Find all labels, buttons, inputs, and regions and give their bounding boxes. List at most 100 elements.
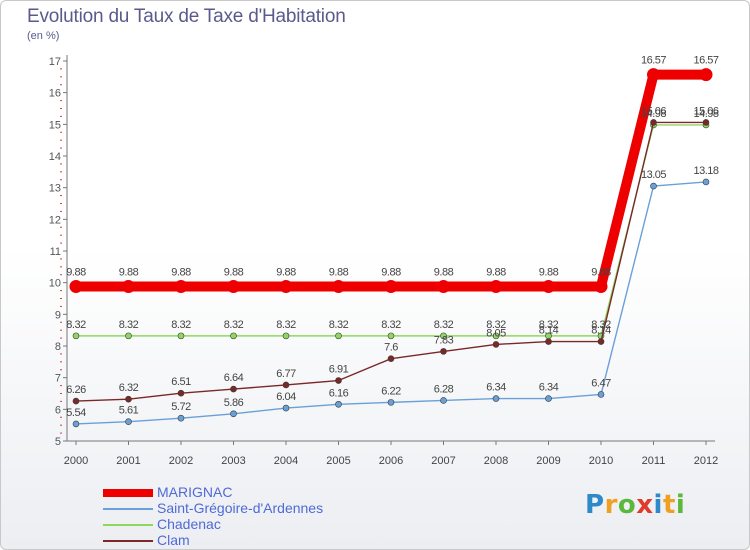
- data-point: [282, 332, 290, 340]
- data-label: 6.28: [434, 383, 454, 395]
- data-point: [702, 119, 710, 126]
- data-point: [230, 385, 237, 393]
- y-tick-label: 12: [49, 214, 61, 226]
- data-label: 8.05: [486, 327, 506, 339]
- data-point: [440, 332, 447, 340]
- data-label: 16.57: [693, 55, 718, 67]
- data-label: 15.06: [641, 105, 666, 117]
- logo-letter: i: [675, 490, 686, 520]
- data-label: 9.88: [66, 266, 86, 278]
- y-tick-label: 6: [55, 404, 61, 416]
- y-tick-label: 7: [55, 373, 61, 385]
- chart-axes: 5 6 7 8 9 10 11 12 13 14 15 16 17 2000 2001 2002 2003 200…: [49, 55, 718, 467]
- data-label: 8.14: [539, 325, 559, 337]
- data-point: [545, 338, 552, 345]
- data-point: [227, 279, 240, 293]
- x-tick-label: 2009: [536, 455, 560, 467]
- data-point: [542, 279, 555, 293]
- data-point: [492, 332, 500, 340]
- y-tick-label: 11: [50, 246, 61, 258]
- data-point: [332, 279, 345, 293]
- data-label: 8.32: [276, 319, 296, 331]
- data-label: 6.51: [171, 376, 191, 388]
- legend-swatch: [103, 524, 153, 526]
- legend-swatch: [103, 540, 153, 542]
- data-label: 8.32: [591, 319, 611, 331]
- legend-item: Clam: [103, 532, 423, 549]
- x-tick-label: 2004: [274, 455, 298, 467]
- y-tick-label: 15: [49, 119, 61, 131]
- data-point: [177, 332, 185, 340]
- legend-item: MARIGNAC: [103, 484, 423, 501]
- data-point: [72, 420, 80, 428]
- data-point: [335, 332, 342, 340]
- data-label: 8.32: [171, 319, 191, 331]
- legend-item: Chadenac: [103, 516, 423, 533]
- data-label: 14.98: [641, 108, 666, 120]
- data-point: [177, 414, 185, 422]
- y-tick-label: 13: [49, 183, 61, 195]
- x-tick-label: 2008: [484, 455, 508, 467]
- data-point: [72, 397, 80, 405]
- data-point: [702, 178, 710, 186]
- data-label: 9.88: [171, 266, 191, 278]
- data-label: 8.32: [224, 319, 244, 331]
- data-label: 5.54: [66, 407, 86, 419]
- data-point: [597, 338, 605, 345]
- data-label: 8.32: [119, 319, 139, 331]
- data-label: 9.88: [381, 266, 401, 278]
- y-axis-unit: (en %): [27, 30, 60, 42]
- data-point: [282, 381, 290, 389]
- y-tick-label: 9: [55, 309, 61, 321]
- data-point: [282, 404, 290, 412]
- data-point: [177, 389, 185, 397]
- data-label: 6.34: [539, 382, 559, 394]
- data-point: [440, 397, 447, 404]
- legend-swatch: [103, 489, 153, 497]
- data-point: [125, 395, 132, 403]
- data-label: 16.57: [641, 55, 666, 67]
- data-point: [387, 355, 395, 362]
- logo-letter: P: [585, 490, 605, 520]
- data-label: 9.88: [434, 266, 454, 278]
- data-label: 8.32: [539, 319, 559, 331]
- y-tick-label: 5: [55, 436, 61, 448]
- logo-letter: o: [617, 490, 637, 520]
- data-label: 7.83: [434, 334, 454, 346]
- y-tick-label: 10: [49, 278, 61, 290]
- data-label: 8.14: [591, 325, 611, 337]
- data-point: [647, 68, 660, 82]
- data-label: 5.61: [119, 405, 139, 417]
- data-point: [492, 341, 500, 348]
- data-point: [125, 418, 132, 425]
- chart-lines: [69, 68, 713, 428]
- chart-title: Evolution du Taux de Taxe d'Habitation: [27, 6, 346, 27]
- data-point: [384, 279, 398, 293]
- data-point: [492, 395, 500, 402]
- legend-item: Saint-Grégoire-d'Ardennes: [103, 500, 423, 517]
- data-label: 13.18: [693, 165, 718, 177]
- data-point: [650, 182, 657, 190]
- data-point: [122, 279, 135, 293]
- y-tick-label: 8: [55, 341, 61, 353]
- data-label: 6.32: [119, 382, 139, 394]
- data-label: 9.88: [119, 266, 139, 278]
- data-label: 8.32: [329, 319, 349, 331]
- data-label: 6.64: [224, 372, 244, 384]
- data-point: [437, 279, 450, 293]
- data-label: 6.34: [486, 382, 506, 394]
- logo-letter: x: [636, 490, 654, 520]
- data-label: 14.98: [693, 108, 718, 120]
- data-point: [72, 332, 80, 340]
- data-label: 6.04: [276, 391, 296, 403]
- x-tick-label: 2012: [694, 455, 718, 467]
- data-point: [174, 279, 188, 293]
- data-label: 6.91: [329, 364, 349, 376]
- data-label: 6.47: [591, 377, 611, 389]
- data-point: [387, 399, 395, 406]
- data-label: 7.6: [384, 342, 398, 354]
- data-label: 15.06: [693, 105, 718, 117]
- data-label: 9.88: [224, 266, 244, 278]
